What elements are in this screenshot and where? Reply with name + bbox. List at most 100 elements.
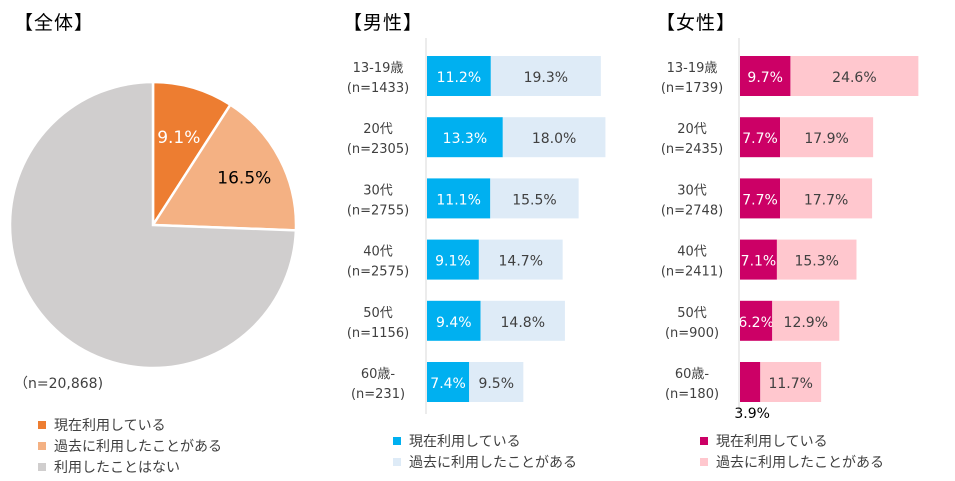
bar-current-label: 6.2%	[738, 315, 774, 331]
bar-past	[478, 239, 563, 280]
male-legend: 現在利用している 過去に利用したことがある	[393, 430, 577, 472]
legend-swatch-never	[38, 462, 46, 471]
bar-current-label: 11.2%	[437, 70, 481, 86]
category-sample-size: (n=2748)	[661, 203, 723, 218]
bar-current-label: 9.7%	[747, 70, 783, 86]
bar-current	[740, 300, 773, 341]
bar-current	[427, 117, 503, 158]
bar-current	[740, 117, 781, 158]
bar-past-label: 15.5%	[512, 192, 556, 208]
bar-past	[772, 300, 840, 341]
legend-swatch-current	[393, 436, 401, 445]
category-sample-size: (n=1156)	[347, 326, 409, 341]
category-label: 30代	[677, 183, 707, 198]
bar-current-label: 7.4%	[430, 376, 466, 392]
male-bar-chart: 13-19歳 (n=1433) 11.2% 19.3% 20代 (n=2305) 13.3%…	[347, 38, 606, 414]
bar-past-label: 14.7%	[499, 254, 543, 270]
bar-past-label: 17.9%	[804, 131, 848, 147]
bar-current	[427, 56, 491, 96]
bar-past	[469, 362, 524, 402]
bar-past	[780, 117, 874, 158]
bar-past	[760, 362, 822, 402]
bar-past	[780, 178, 873, 219]
legend-swatch-past	[38, 441, 46, 450]
bar-past	[776, 239, 857, 280]
category-label: 40代	[677, 245, 707, 260]
legend-item: 過去に利用したことがある	[700, 451, 884, 472]
bar-current-label: 13.3%	[443, 131, 487, 147]
bar-current-label: 7.1%	[741, 254, 777, 270]
legend-item: 現在利用している	[393, 430, 577, 451]
category-label: 60歳-	[361, 367, 396, 382]
legend-swatch-past	[700, 457, 708, 466]
legend-item: 過去に利用したことがある	[393, 451, 577, 472]
bar-current-label: 7.7%	[742, 131, 778, 147]
bar-current-label: 11.1%	[436, 192, 480, 208]
female-title: 【女性】	[656, 12, 737, 34]
legend-label: 過去に利用したことがある	[409, 454, 577, 471]
bar-current	[427, 178, 491, 219]
pie-slice-2	[8, 80, 298, 370]
bar-past-label: 14.8%	[501, 315, 545, 331]
bar-past-label: 11.7%	[768, 376, 812, 392]
category-sample-size: (n=1739)	[661, 81, 723, 96]
category-label: 60歳-	[675, 367, 710, 382]
category-label: 20代	[677, 122, 707, 137]
bar-current	[740, 239, 777, 280]
bar-current-label: 9.1%	[435, 254, 471, 270]
male-title: 【男性】	[343, 12, 424, 34]
bar-past	[480, 300, 565, 341]
bar-past-label: 24.6%	[832, 70, 876, 86]
bar-current	[427, 362, 470, 402]
legend-label: 過去に利用したことがある	[716, 454, 884, 471]
bar-current	[427, 300, 481, 341]
category-sample-size: (n=231)	[351, 387, 405, 402]
category-sample-size: (n=2435)	[661, 142, 723, 157]
category-sample-size: (n=180)	[665, 387, 719, 402]
bar-past	[790, 56, 919, 96]
overall-pie-chart: 9.1% 16.5%	[8, 80, 298, 370]
bar-current-label: 9.4%	[436, 315, 472, 331]
category-sample-size: (n=2575)	[347, 265, 409, 280]
category-label: 50代	[363, 306, 393, 321]
overall-title: 【全体】	[14, 12, 95, 34]
category-sample-size: (n=900)	[665, 326, 719, 341]
female-bar-chart: 13-19歳 (n=1739) 9.7% 24.6% 20代 (n=2435) 7.7% 17…	[661, 38, 919, 418]
overall-sample-size: （n=20,868)	[14, 376, 104, 392]
legend-item: 過去に利用したことがある	[38, 435, 222, 456]
bar-past-label: 18.0%	[532, 131, 576, 147]
category-sample-size: (n=2305)	[347, 142, 409, 157]
legend-label: 現在利用している	[54, 417, 166, 434]
bar-past-label: 19.3%	[524, 70, 568, 86]
bar-past	[490, 178, 579, 219]
pie-slice-label: 9.1%	[157, 128, 200, 148]
bar-past-label: 9.5%	[478, 376, 514, 392]
category-sample-size: (n=2755)	[347, 203, 409, 218]
legend-label: 現在利用している	[716, 433, 828, 450]
pie-slice-0	[151, 80, 233, 230]
category-sample-size: (n=2411)	[661, 265, 723, 280]
overall-legend: 現在利用している 過去に利用したことがある 利用したことはない	[38, 414, 222, 477]
bar-current	[740, 56, 791, 96]
category-label: 13-19歳	[667, 61, 718, 76]
bar-current	[740, 178, 781, 219]
bar-current	[740, 362, 761, 402]
legend-label: 過去に利用したことがある	[54, 438, 222, 455]
bar-current	[427, 239, 479, 280]
bar-past-label: 17.7%	[804, 192, 848, 208]
pie-slice-label: 16.5%	[217, 168, 271, 188]
legend-item: 利用したことはない	[38, 456, 222, 477]
legend-label: 利用したことはない	[54, 459, 180, 476]
bar-past-label: 12.9%	[784, 315, 828, 331]
bar-current-label: 7.7%	[742, 192, 778, 208]
bar-past	[490, 56, 601, 96]
legend-swatch-past	[393, 457, 401, 466]
bar-past	[502, 117, 606, 158]
legend-swatch-current	[700, 436, 708, 445]
bar-current-label: 3.9%	[734, 406, 770, 418]
legend-item: 現在利用している	[700, 430, 884, 451]
legend-item: 現在利用している	[38, 414, 222, 435]
pie-slice-1	[150, 103, 298, 232]
category-label: 50代	[677, 306, 707, 321]
bar-past-label: 15.3%	[794, 254, 838, 270]
